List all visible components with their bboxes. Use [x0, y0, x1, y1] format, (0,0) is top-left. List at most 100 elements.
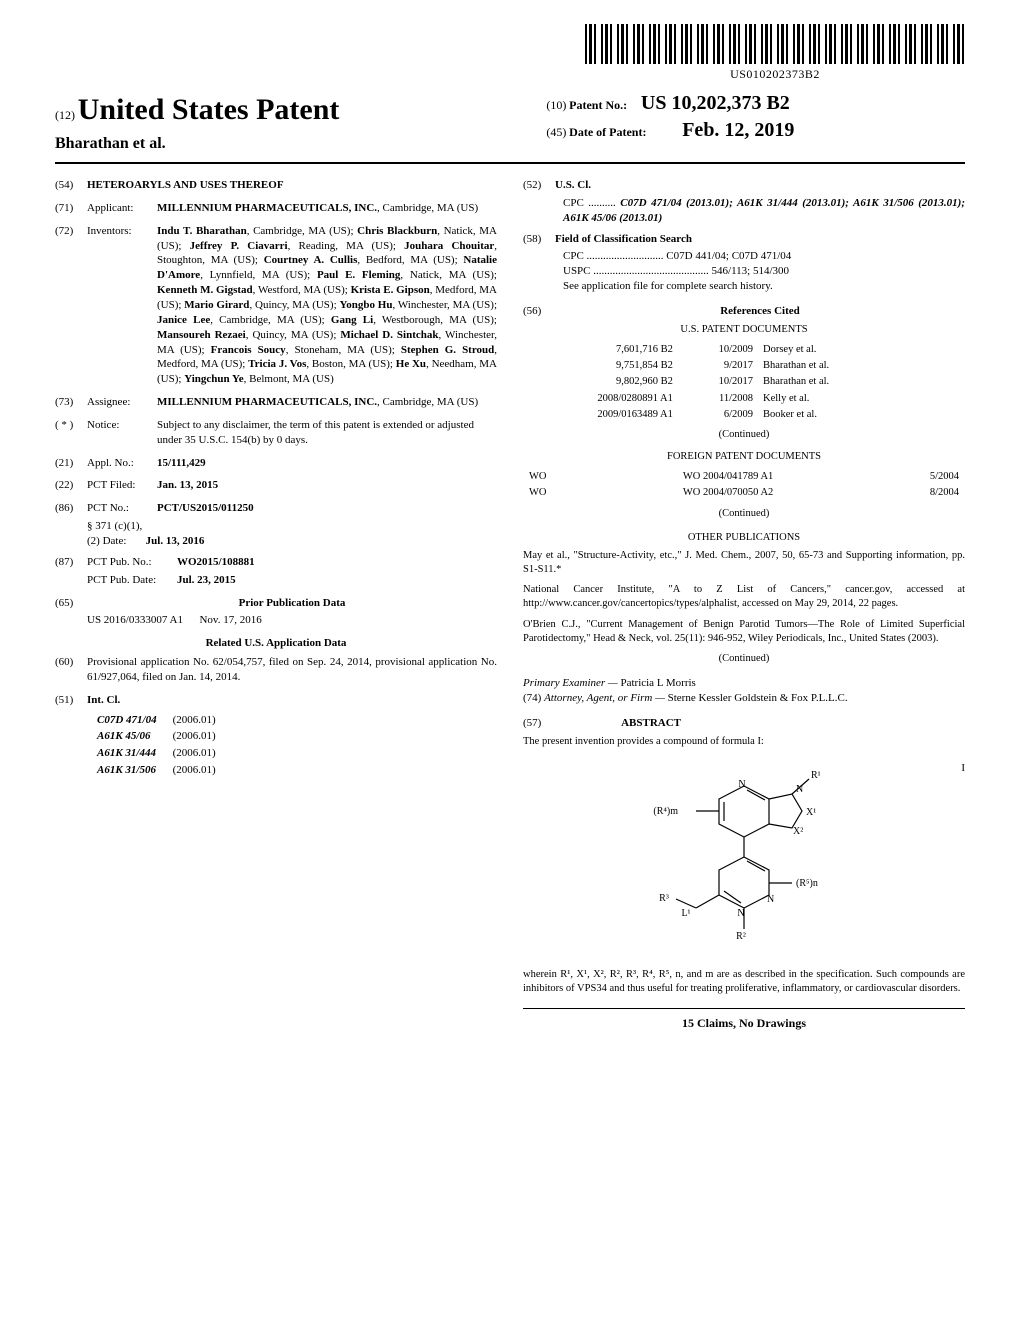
author-line: Bharathan et al.	[55, 133, 474, 155]
f58-cpc: CPC ............................ C07D 44…	[523, 249, 965, 264]
lbl-R2: R²	[736, 931, 746, 942]
attorney-label: Attorney, Agent, or Firm —	[544, 692, 665, 704]
lbl-N1: N	[796, 784, 803, 795]
claims-footer: 15 Claims, No Drawings	[523, 1008, 965, 1031]
label-22: PCT Filed:	[87, 478, 157, 493]
lbl-N2: N	[738, 779, 745, 790]
label-86: PCT No.:	[87, 501, 157, 516]
field-52: (52) U.S. Cl.	[523, 178, 965, 193]
foreign-title: FOREIGN PATENT DOCUMENTS	[523, 450, 965, 464]
prior-pub-no: US 2016/0333007 A1	[87, 614, 183, 626]
right-column: (52) U.S. Cl. CPC .......... C07D 471/04…	[523, 178, 965, 1031]
s371-date: Jul. 13, 2016	[146, 535, 205, 547]
other-p3: O'Brien C.J., "Current Management of Ben…	[523, 618, 965, 646]
lbl-X2: X²	[793, 826, 803, 837]
num-65: (65)	[55, 596, 87, 611]
num-87: (87)	[55, 555, 87, 570]
field-60: (60) Provisional application No. 62/054,…	[55, 655, 497, 685]
code-45: (45)	[546, 125, 566, 139]
lbl-R1: R¹	[811, 770, 821, 781]
other-p1: May et al., "Structure-Activity, etc.," …	[523, 549, 965, 577]
f58-note: See application file for complete search…	[523, 279, 965, 294]
pct-pub-no: WO2015/108881	[177, 555, 497, 570]
chemical-structure: I	[523, 761, 965, 956]
label-51: Int. Cl.	[87, 693, 497, 708]
num-52: (52)	[523, 178, 555, 193]
prior-pub-date: Nov. 17, 2016	[199, 614, 261, 626]
structure-svg: R¹ N X¹ X² N (R⁴)m (R⁵)n N N R² L¹ R³	[624, 761, 864, 951]
barcode-block: US010202373B2	[585, 24, 965, 82]
field-54: (54) HETEROARYLS AND USES THEREOF	[55, 178, 497, 193]
patent-date: Feb. 12, 2019	[682, 119, 794, 141]
applicant-name: MILLENNIUM PHARMACEUTICALS, INC.	[157, 202, 377, 214]
pct-pub-date: Jul. 23, 2015	[177, 573, 497, 588]
field-notice: ( * ) Notice: Subject to any disclaimer,…	[55, 418, 497, 448]
pct-pub-date-label: PCT Pub. Date:	[87, 573, 177, 588]
abstract-num: (57)	[523, 717, 541, 729]
title-54: HETEROARYLS AND USES THEREOF	[87, 178, 497, 193]
s371-date-label: (2) Date:	[87, 535, 126, 547]
related-title: Related U.S. Application Data	[55, 636, 497, 651]
field-87-sub: PCT Pub. Date: Jul. 23, 2015	[55, 573, 497, 588]
label-52: U.S. Cl.	[555, 178, 965, 193]
f58-uspc: USPC ...................................…	[523, 264, 965, 279]
assignee-loc: Cambridge, MA (US)	[383, 396, 479, 408]
foreign-continued: (Continued)	[523, 507, 965, 521]
patent-type-title: United States Patent	[78, 93, 340, 126]
cpc-codes: C07D 471/04 (2013.01); A61K 31/444 (2013…	[563, 197, 965, 224]
num-notice: ( * )	[55, 418, 87, 448]
num-71: (71)	[55, 201, 87, 216]
refs-cited-title: References Cited	[555, 304, 965, 319]
abstract-outro: wherein R¹, X¹, X², R², R³, R⁴, R⁵, n, a…	[523, 968, 965, 996]
num-51: (51)	[55, 693, 87, 708]
examiner-label: Primary Examiner —	[523, 677, 618, 689]
num-58: (58)	[523, 232, 555, 247]
lbl-R4m: (R⁴)m	[653, 806, 678, 817]
abstract-header: (57) ABSTRACT	[523, 716, 965, 731]
applicant-loc: Cambridge, MA (US)	[383, 202, 479, 214]
formula-label: I	[961, 761, 965, 776]
label-21: Appl. No.:	[87, 456, 157, 471]
field-65: (65) Prior Publication Data	[55, 596, 497, 611]
field-56: (56) References Cited	[523, 304, 965, 319]
cpc-prefix: CPC	[563, 197, 584, 209]
appl-no: 15/111,429	[157, 456, 497, 471]
patent-header: (12) United States Patent Bharathan et a…	[55, 90, 965, 154]
field-22: (22) PCT Filed: Jan. 13, 2015	[55, 478, 497, 493]
lbl-N4: N	[737, 908, 744, 919]
us-continued: (Continued)	[523, 428, 965, 442]
abstract-title: ABSTRACT	[621, 717, 681, 729]
intcl-table: C07D 471/04(2006.01) A61K 45/06(2006.01)…	[55, 711, 497, 780]
field-71: (71) Applicant: MILLENNIUM PHARMACEUTICA…	[55, 201, 497, 216]
patent-no-label: Patent No.:	[569, 98, 627, 112]
other-pub-title: OTHER PUBLICATIONS	[523, 531, 965, 545]
label-notice: Notice:	[87, 418, 157, 448]
num-86: (86)	[55, 501, 87, 516]
label-58: Field of Classification Search	[555, 232, 965, 247]
lbl-N3: N	[767, 894, 774, 905]
lbl-R3: R³	[659, 893, 669, 904]
notice-body: Subject to any disclaimer, the term of t…	[157, 418, 497, 448]
lbl-L1: L¹	[681, 908, 690, 919]
other-p2: National Cancer Institute, "A to Z List …	[523, 583, 965, 611]
field-65-row: US 2016/0333007 A1 Nov. 17, 2016	[55, 613, 497, 628]
num-21: (21)	[55, 456, 87, 471]
barcode-text: US010202373B2	[585, 66, 965, 82]
assignee-name: MILLENNIUM PHARMACEUTICALS, INC.	[157, 396, 377, 408]
abstract-intro: The present invention provides a compoun…	[523, 735, 965, 749]
cpc-line: CPC .......... C07D 471/04 (2013.01); A6…	[523, 196, 965, 226]
label-87: PCT Pub. No.:	[87, 555, 177, 570]
num-54: (54)	[55, 178, 87, 193]
inventors-body: Indu T. Bharathan, Cambridge, MA (US); C…	[157, 224, 497, 387]
label-71: Applicant:	[87, 201, 157, 216]
field-21: (21) Appl. No.: 15/111,429	[55, 456, 497, 471]
num-60: (60)	[55, 655, 87, 685]
field-73: (73) Assignee: MILLENNIUM PHARMACEUTICAL…	[55, 395, 497, 410]
field-58: (58) Field of Classification Search	[523, 232, 965, 247]
attorney-name: Sterne Kessler Goldstein & Fox P.L.L.C.	[668, 692, 848, 704]
date-label: Date of Patent:	[569, 125, 646, 139]
code-12: (12)	[55, 108, 75, 122]
us-patents-table: 7,601,716 B210/2009Dorsey et al. 9,751,8…	[523, 341, 965, 424]
num-73: (73)	[55, 395, 87, 410]
examiner-line: Primary Examiner — Patricia L Morris	[523, 676, 965, 691]
